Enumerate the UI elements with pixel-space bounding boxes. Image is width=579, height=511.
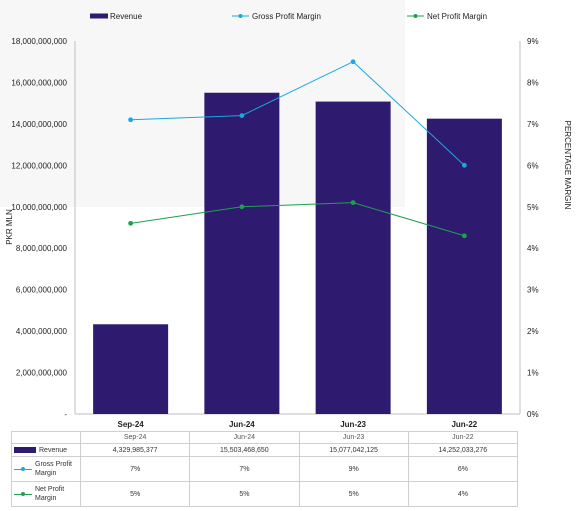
y2-tick-label: 2% <box>527 327 539 336</box>
gross-margin-point <box>239 113 245 118</box>
legend-swatch-gross-margin-dot <box>238 14 243 18</box>
legend-swatch-net-margin-dot <box>413 14 418 18</box>
revenue-label: Revenue <box>39 446 68 454</box>
data-table-header: Jun-23 <box>298 431 409 444</box>
data-table-row-net-margin: Net Profit Margin 5% 5% 5% 4% <box>11 481 519 507</box>
gross-margin-point <box>128 117 134 123</box>
net-margin-label: Net Profit Margin <box>35 486 65 502</box>
revenue-bar <box>93 324 169 414</box>
gross-margin-line <box>130 61 465 166</box>
x-category-label: Jun-22 <box>451 420 477 429</box>
gross-margin-label: Gross Profit Margin <box>35 461 72 477</box>
data-table-cell: 15,503,468,650 <box>189 443 300 457</box>
y-axis-title: PKR MLN <box>5 209 14 245</box>
revenue-bar <box>204 92 280 415</box>
gross-margin-point <box>350 59 356 65</box>
y2-tick-label: 6% <box>527 161 539 170</box>
net-margin-point <box>350 200 356 206</box>
y-tick-label: 16,000,000,000 <box>11 78 67 87</box>
data-table-row-label: Net Profit Margin <box>11 481 81 507</box>
y2-tick-label: 3% <box>527 286 539 295</box>
y2-tick-label: 4% <box>527 244 539 253</box>
y-tick-label: 8,000,000,000 <box>16 244 68 253</box>
y-tick-label: 18,000,000,000 <box>11 37 67 46</box>
y-tick-label: 12,000,000,000 <box>11 161 67 170</box>
gross-margin-point <box>461 162 467 168</box>
net-margin-point <box>461 233 467 239</box>
data-table-cell: 5% <box>79 481 191 507</box>
revenue-bar <box>426 118 502 414</box>
y-tick-label: - <box>64 410 67 419</box>
combo-chart: Revenue Gross Profit Margin Net Profit Mar… <box>5 12 572 429</box>
net-margin-point <box>128 220 134 226</box>
data-table-header-row: Sep-24 Jun-24 Jun-23 Jun-22 <box>11 431 519 444</box>
data-table-cell: 6% <box>407 456 519 482</box>
x-axis-categories: Sep-24 Jun-24 Jun-23 Jun-22 <box>118 420 478 429</box>
net-margin-line <box>130 202 465 237</box>
data-table-row-revenue: Revenue 4,329,985,377 15,503,468,650 15,… <box>11 443 519 457</box>
data-table-cell: 5% <box>189 481 300 507</box>
legend-label: Net Profit Margin <box>427 12 487 21</box>
data-table-cell: 4% <box>407 481 519 507</box>
data-table-cell: 14,252,033,276 <box>407 443 519 457</box>
chart-marks <box>74 41 521 415</box>
y2-tick-label: 9% <box>527 37 539 46</box>
data-table-row-label: Revenue <box>11 443 81 457</box>
revenue-swatch <box>14 447 36 453</box>
y-tick-label: 4,000,000,000 <box>16 327 68 336</box>
data-table-cell: 15,077,042,125 <box>298 443 409 457</box>
data-table-header: Jun-24 <box>189 431 300 444</box>
data-table-cell: 7% <box>79 456 191 482</box>
data-table-row-gross-margin: Gross Profit Margin 7% 7% 9% 6% <box>11 456 519 482</box>
y-tick-label: 10,000,000,000 <box>11 203 67 212</box>
data-table-corner <box>11 431 81 444</box>
y2-axis-ticks: 0% 1% 2% 3% 4% 5% 6% 7% 8% 9% <box>527 37 539 419</box>
net-margin-point <box>239 204 245 210</box>
legend: Revenue Gross Profit Margin Net Profit Mar… <box>90 12 487 21</box>
y2-tick-label: 7% <box>527 120 539 129</box>
data-table-cell: 4,329,985,377 <box>79 443 191 457</box>
data-table-cell: 7% <box>189 456 300 482</box>
y2-tick-label: 8% <box>527 78 539 87</box>
y2-tick-label: 0% <box>527 410 539 419</box>
y-tick-label: 2,000,000,000 <box>16 369 68 378</box>
y2-tick-label: 1% <box>527 369 539 378</box>
net-margin-swatch <box>14 491 32 497</box>
legend-label: Gross Profit Margin <box>252 12 321 21</box>
x-category-label: Jun-24 <box>229 420 255 429</box>
legend-swatch-revenue <box>90 13 108 19</box>
data-table-row-label: Gross Profit Margin <box>11 456 81 482</box>
y-tick-label: 6,000,000,000 <box>16 286 68 295</box>
y-axis-ticks: - 2,000,000,000 4,000,000,000 6,000,000,000… <box>11 37 67 419</box>
data-table-header: Sep-24 <box>79 431 191 444</box>
gross-margin-swatch <box>14 466 32 472</box>
data-table: Sep-24 Jun-24 Jun-23 Jun-22 Revenue 4,32… <box>11 431 519 507</box>
legend-label: Revenue <box>110 12 143 21</box>
data-table-header: Jun-22 <box>407 431 519 444</box>
y2-axis-title: PERCENTAGE MARGIN <box>563 121 572 210</box>
data-table-cell: 9% <box>298 456 409 482</box>
x-category-label: Sep-24 <box>118 420 145 429</box>
revenue-bar <box>315 101 391 414</box>
x-category-label: Jun-23 <box>340 420 366 429</box>
y-tick-label: 14,000,000,000 <box>11 120 67 129</box>
y2-tick-label: 5% <box>527 203 539 212</box>
data-table-cell: 5% <box>298 481 409 507</box>
